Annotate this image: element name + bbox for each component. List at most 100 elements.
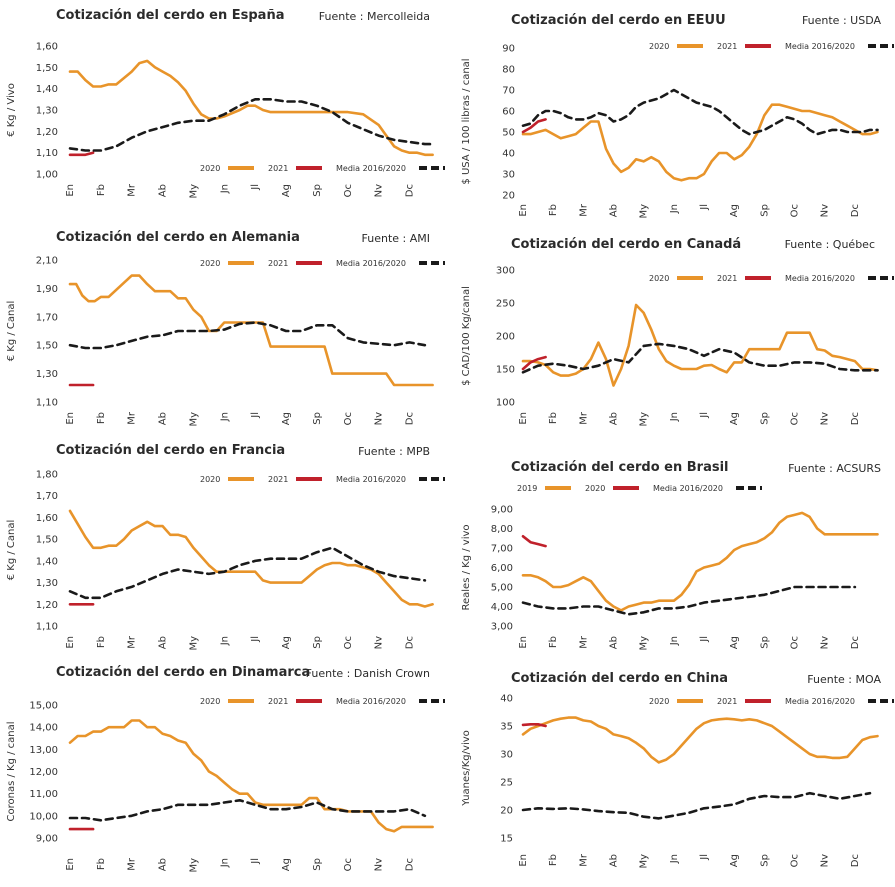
x-tick-label: Jn [669,636,680,646]
legend-label: Media 2016/2020 [785,42,855,51]
x-tick-label: En [518,412,529,425]
y-axis-label: € Kg / Canal [6,520,17,581]
series-line [521,118,547,134]
y-tick-label: 1,10 [36,398,58,409]
x-tick-label: Ag [729,854,740,867]
x-tick-label: Fb [96,184,107,196]
y-tick-label: 30 [502,170,515,181]
chart-panel-canada: Cotización del cerdo en Canadá Fuente : … [455,222,895,440]
x-tick-label: Dc [404,636,415,649]
y-tick-label: 40 [502,149,515,160]
x-tick-label: Dc [850,854,861,867]
series-line [68,151,95,157]
x-tick-label: Ag [281,184,292,197]
y-tick-label: 1,20 [36,600,58,611]
y-tick-label: 40 [500,694,513,705]
y-tick-label: 15,00 [29,701,58,712]
x-tick-label: En [518,636,529,649]
y-tick-label: 1,50 [36,63,58,74]
chart-title: Cotización del cerdo en Alemania [56,230,300,245]
x-tick-label: Jn [669,854,680,864]
chart-source: Fuente : Mercolleida [318,10,430,23]
legend-label: 2020 [649,697,669,706]
y-tick-label: 20 [502,191,515,202]
legend-label: 2020 [585,484,605,493]
x-tick-label: Sp [759,412,770,425]
chart-panel-china: Cotización del cerdo en China Fuente : M… [455,658,895,887]
chart-svg: Coronas / Kg / canal 9,00 10,00 11,00 12,00 1… [6,697,445,873]
x-tick-label: Oc [343,636,354,649]
series-line [521,355,547,371]
x-tick-label: Sp [759,854,770,867]
chart-svg: Yuanes/Kg/vivo 15 20 25 30 35 40 En Fb Mr Ab My Jn Jl… [461,694,894,869]
series-line [521,535,547,548]
x-tick-label: My [639,854,650,869]
x-tick-label: Ag [281,636,292,649]
y-tick-label: 300 [496,266,515,277]
x-tick-label: Jn [219,184,230,194]
x-tick-label: Nv [374,858,385,871]
x-tick-label: Ag [281,412,292,425]
series-line [521,303,879,387]
y-tick-label: 1,30 [36,369,58,380]
chart-title: Cotización del cerdo en Brasil [511,460,729,475]
series-line [68,799,427,822]
y-tick-label: 1,40 [36,84,58,95]
x-tick-label: Oc [343,858,354,871]
x-tick-label: Sp [759,636,770,649]
x-tick-label: Jn [669,204,680,214]
series-line [521,723,547,728]
y-tick-label: 250 [496,299,515,310]
y-tick-label: 1,10 [36,148,58,159]
legend-label: Media 2016/2020 [785,274,855,283]
x-tick-label: Ab [609,636,620,649]
x-tick-label: Jl [250,636,261,643]
x-tick-label: My [639,412,650,427]
x-tick-label: Nv [374,184,385,197]
x-tick-label: Sp [759,204,770,217]
x-tick-label: Mr [127,857,138,871]
chart-panel-espana: Cotización del cerdo en España Fuente : … [0,0,445,222]
y-tick-label: 6,00 [491,563,513,574]
y-tick-label: 1,20 [36,127,58,138]
x-tick-label: Fb [96,412,107,424]
x-tick-label: Mr [578,635,589,649]
y-tick-label: 1,50 [36,341,58,352]
y-tick-label: 1,30 [36,106,58,117]
x-tick-label: Sp [312,184,323,197]
legend-label: 2020 [649,42,669,51]
x-tick-label: Ab [158,858,169,871]
legend-label: Media 2016/2020 [336,164,406,173]
x-tick-label: Fb [548,636,559,648]
y-tick-label: 1,60 [36,42,58,53]
chart-panel-dinamarca: Cotización del cerdo en Dinamarca Fuente… [0,658,445,887]
x-tick-label: My [188,184,199,199]
legend-label: 2021 [717,697,737,706]
x-tick-label: Ab [609,854,620,867]
chart-panel-alemania: Cotización del cerdo en Alemania Fuente … [0,222,445,440]
chart-source: Fuente : Danish Crown [305,667,430,680]
x-tick-label: Mr [127,635,138,649]
chart-source: Fuente : Québec [784,238,875,251]
chart-title: Cotización del cerdo en Dinamarca [56,665,311,680]
x-tick-label: Jl [699,412,710,419]
x-tick-label: Jl [699,204,710,211]
y-tick-label: 1,80 [36,470,58,481]
x-tick-label: Ag [729,636,740,649]
x-tick-label: Fb [96,636,107,648]
y-tick-label: 15 [500,834,513,845]
x-tick-label: Mr [578,203,589,217]
x-tick-label: Sp [312,412,323,425]
x-tick-label: Oc [790,636,801,649]
y-axis-label: € Kg / Vivo [6,83,17,137]
x-tick-label: Jn [219,636,230,646]
x-tick-label: En [65,636,76,649]
x-tick-label: My [639,636,650,651]
series-line [521,88,879,136]
y-tick-label: 1,70 [36,491,58,502]
x-tick-label: En [65,858,76,871]
legend-label: 2020 [200,475,220,484]
x-tick-label: Mr [127,183,138,197]
x-tick-label: Oc [343,412,354,425]
y-tick-label: 9,00 [36,834,58,845]
